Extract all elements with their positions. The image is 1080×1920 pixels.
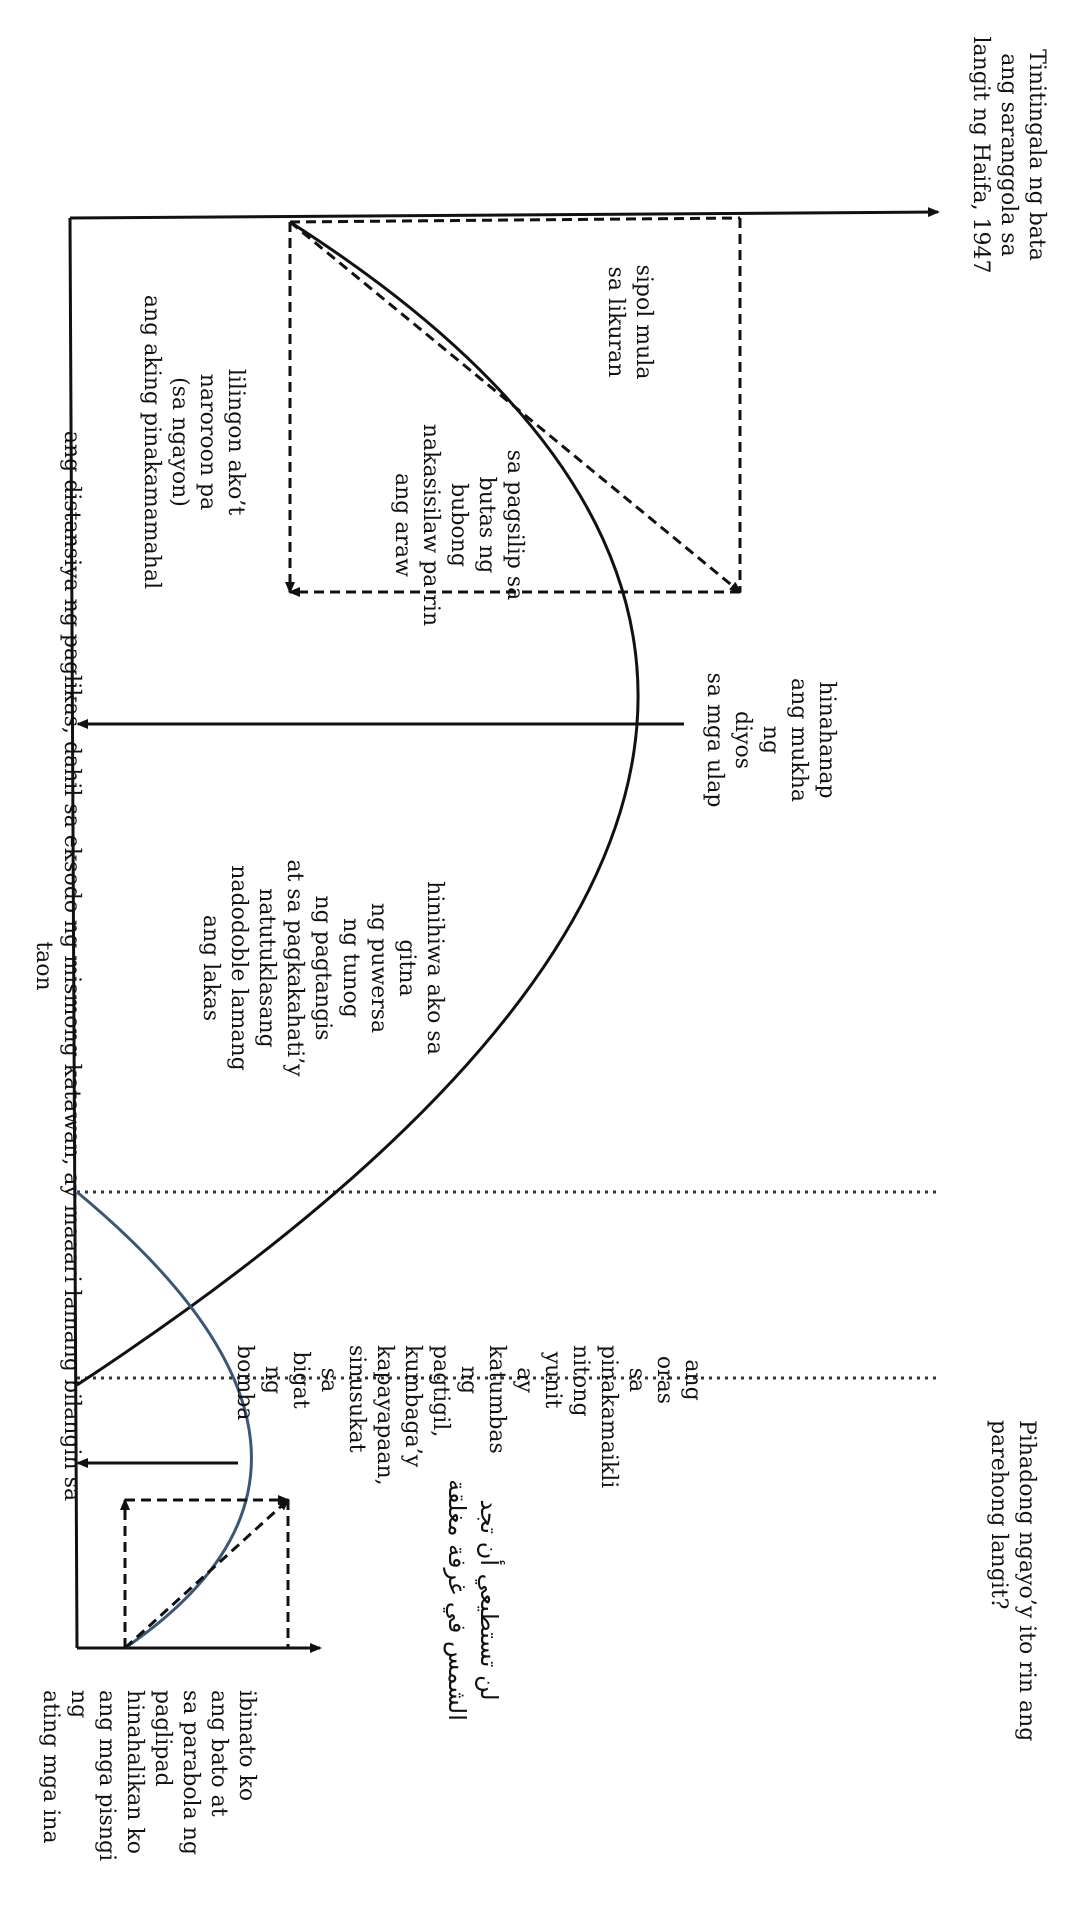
label-same-sky: Pihadong ngayo’y ito rin ang parehong la…: [986, 1420, 1039, 1742]
left-axis-line: [68, 217, 79, 1649]
label-torn: hinihiwa ako sa gitna ng puwersa ng tuno…: [198, 859, 447, 1077]
small-blue-parabola: [76, 1190, 253, 1650]
label-god-face: hinahanap ang mukha ng diyos sa mga ulap: [702, 672, 839, 808]
axes: [68, 207, 940, 1653]
label-look-back: lilingon ako’t naroroon pa (sa ngayon) a…: [139, 294, 248, 590]
top-axis-arrow: [69, 207, 940, 220]
label-roof: sa pagsilip sa butas ng bubong nakasisil…: [390, 423, 527, 627]
label-stone: ibinato ko ang bato at sa parabola ng pa…: [38, 1690, 259, 1862]
large-dashed-diagonal: [289, 220, 742, 594]
label-kite: Tinitingala ng bata ang saranggola sa la…: [968, 36, 1049, 274]
large-dashed-box: [285, 216, 742, 597]
label-arabic: لن تستطيعي أن تجد الشمس في غرفة مغلقة: [443, 1479, 503, 1721]
small-dashed-diagonal: [123, 1498, 290, 1650]
small-dashed-box: [120, 1495, 290, 1650]
label-whistle: sipol mula sa likuran: [603, 264, 656, 380]
label-time-unit: ang oras sa pinakamaikli nitong yunit ay…: [232, 1345, 705, 1489]
label-axis-distance: ang distansiya ng paglikas, dahil sa eks…: [31, 430, 84, 1502]
large-parabola: [76, 220, 640, 1387]
